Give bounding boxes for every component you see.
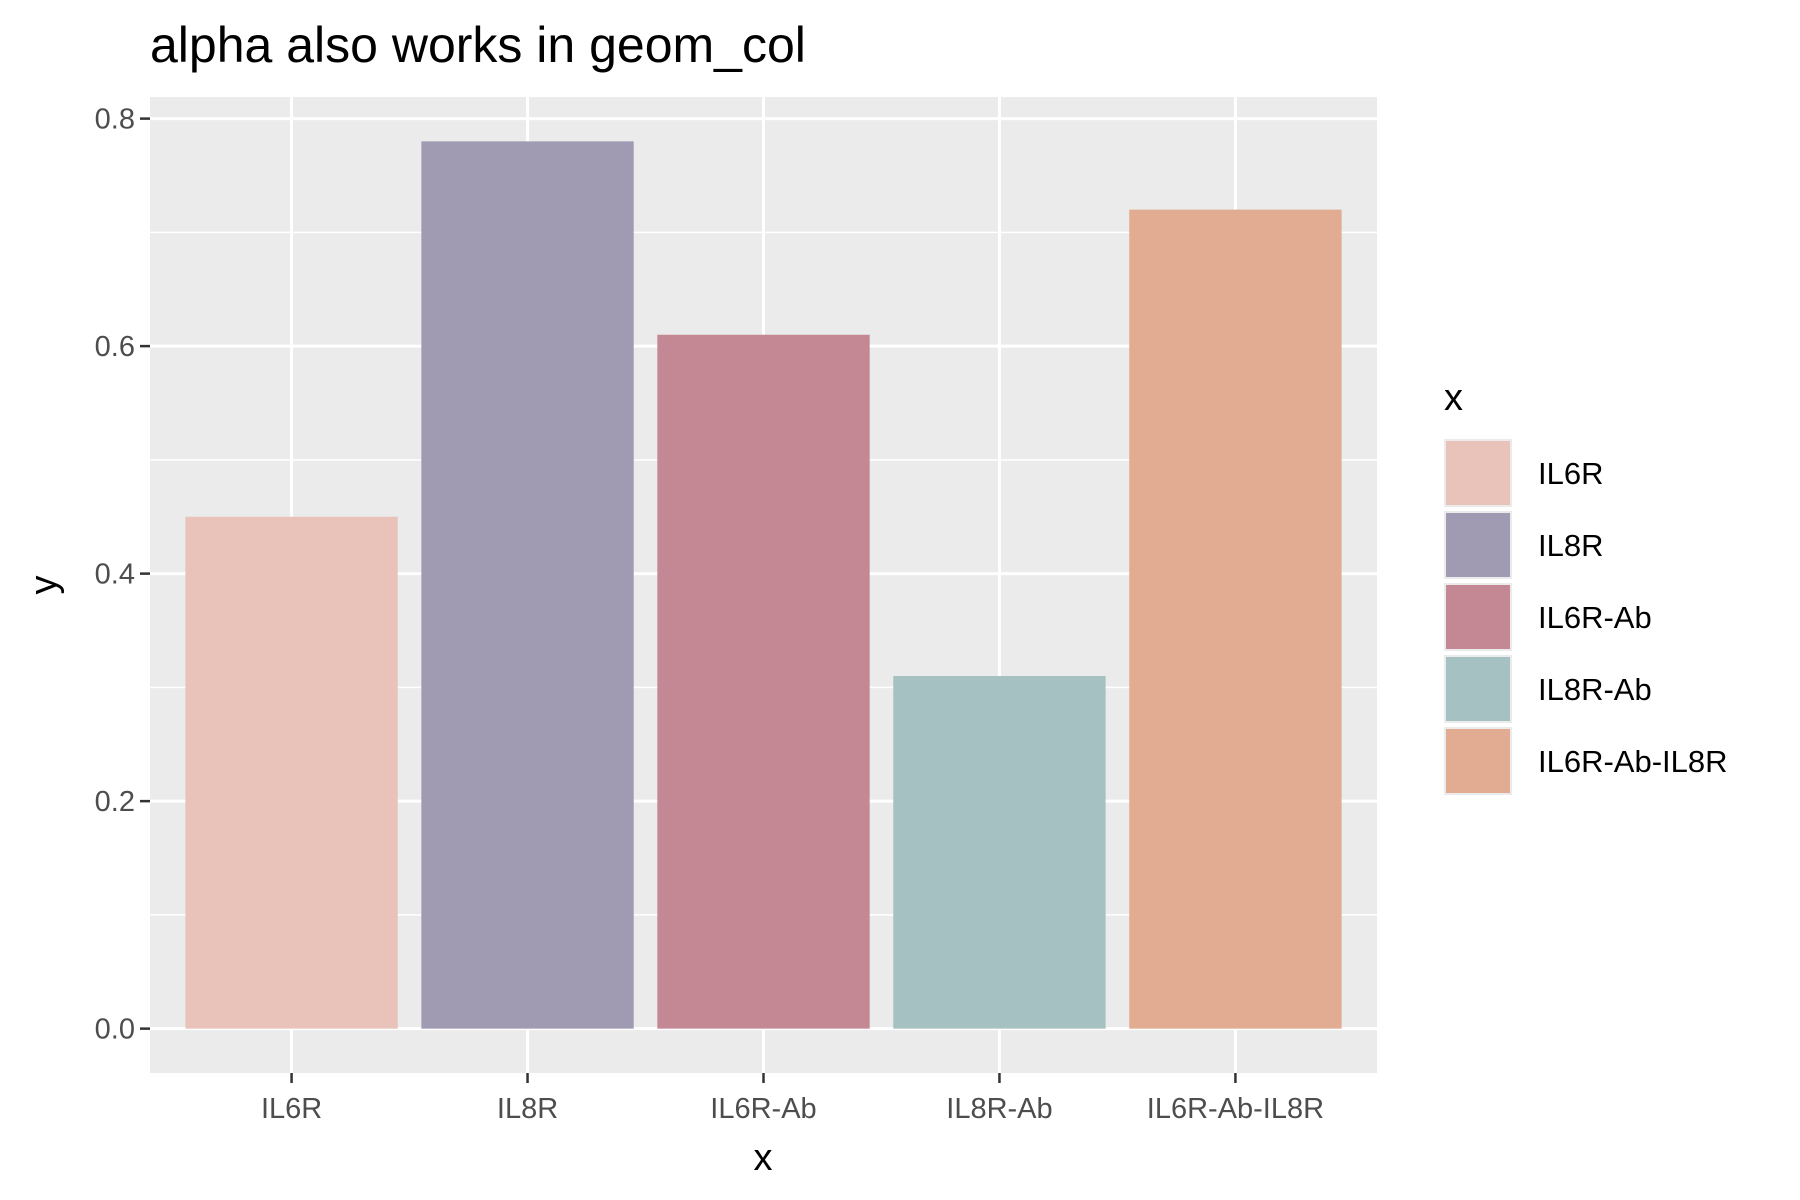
bar-il8r	[421, 141, 634, 1029]
legend-label: IL6R-Ab-IL8R	[1538, 744, 1728, 779]
legend-swatch	[1446, 729, 1510, 793]
legend-swatch	[1446, 441, 1510, 505]
legend: x IL6R IL8R IL6R-Ab IL8R-Ab IL6R-Ab-IL8R	[1444, 377, 1728, 795]
y-tick-label: 0.6	[95, 331, 135, 363]
legend-label: IL6R	[1538, 456, 1603, 491]
legend-title: x	[1444, 377, 1463, 419]
y-tick-label: 0.2	[95, 786, 135, 818]
y-axis: 0.0 0.2 0.4 0.6 0.8	[95, 104, 150, 1046]
chart-title: alpha also works in geom_col	[150, 17, 806, 73]
x-axis-title: x	[754, 1137, 773, 1179]
y-tick-label: 0.0	[95, 1014, 135, 1046]
y-tick-label: 0.8	[95, 104, 135, 136]
bars	[185, 141, 1342, 1029]
x-tick-label: IL6R-Ab	[710, 1093, 816, 1125]
legend-label: IL6R-Ab	[1538, 600, 1652, 635]
bar-il8r-ab	[893, 676, 1106, 1029]
x-tick-label: IL8R-Ab	[946, 1093, 1052, 1125]
bar-il6r-ab-il8r	[1129, 209, 1342, 1029]
bar-il6r-ab	[657, 334, 870, 1029]
x-tick-label: IL6R	[261, 1093, 322, 1125]
legend-swatch	[1446, 513, 1510, 577]
x-tick-label: IL8R	[497, 1093, 558, 1125]
y-axis-title: y	[23, 576, 65, 595]
legend-swatch	[1446, 585, 1510, 649]
x-axis: IL6R IL8R IL6R-Ab IL8R-Ab IL6R-Ab-IL8R	[261, 1073, 1324, 1125]
legend-swatch	[1446, 657, 1510, 721]
bar-il6r	[185, 516, 398, 1029]
y-tick-label: 0.4	[95, 559, 135, 591]
legend-label: IL8R-Ab	[1538, 672, 1652, 707]
x-tick-label: IL6R-Ab-IL8R	[1147, 1093, 1324, 1125]
legend-label: IL8R	[1538, 528, 1603, 563]
